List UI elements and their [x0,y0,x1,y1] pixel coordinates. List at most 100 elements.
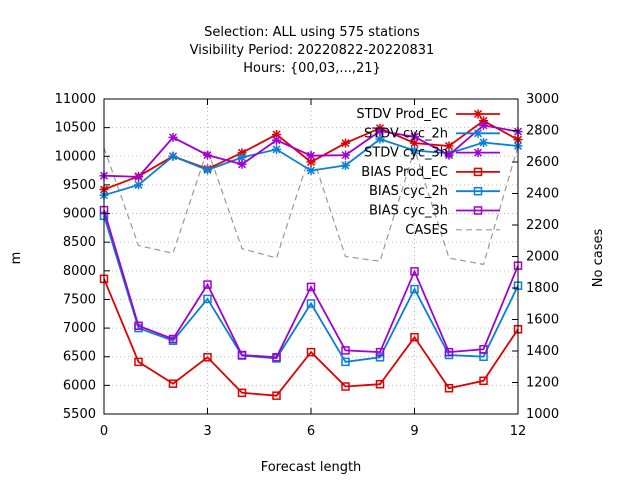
data-point-stroke [168,152,178,161]
data-point [272,144,281,154]
data-point [306,151,316,161]
data-point-stroke [168,133,178,142]
legend-marker-stroke [473,109,483,119]
data-point [410,146,419,156]
data-point [444,347,454,357]
y-tick-label: 6000 [63,378,96,393]
data-point [306,166,316,176]
y2-tick-label: 2000 [526,250,559,265]
y2-tick-label: 1800 [526,281,559,296]
x-tick-label: 3 [203,424,211,439]
legend-label: BIAS cyc_3h [369,204,448,219]
y-axis-label: m [9,252,24,265]
series-line [103,209,519,359]
data-point [203,294,212,304]
chart-title: Selection: ALL using 575 stations Visibi… [190,25,435,76]
legend-marker [473,186,483,196]
data-point [375,134,385,144]
data-point [203,280,212,289]
legend-label: STDV cyc_2h [364,126,448,141]
x-tick-label: 0 [100,424,108,439]
series-layer [99,116,523,400]
y-tick-label: 7000 [63,321,96,336]
legend-label: BIAS cyc_2h [369,184,448,199]
legend-label: STDV Prod_EC [356,107,448,122]
y2-tick-label: 2800 [526,124,559,139]
data-point [203,353,212,362]
y2-axis-label: No cases [591,229,606,288]
data-point [375,353,385,362]
data-point-stroke [306,151,316,160]
data-point [410,333,419,342]
y2-tick-label: 2600 [526,155,559,170]
y2-tick-label: 3000 [526,92,559,107]
legend-marker-stroke [473,129,483,138]
data-point [410,132,419,142]
legend-marker [473,128,483,138]
x-tick-label: 6 [307,424,315,439]
data-point [134,172,143,182]
y-tick-label: 6500 [63,350,96,365]
data-point [237,388,247,398]
data-point [306,157,316,167]
data-point [134,180,143,190]
series-cases [103,146,519,266]
data-point [410,284,419,294]
legend-item: BIAS Prod_EC [361,165,500,180]
data-point [306,347,316,357]
x-tick-label: 12 [510,424,527,439]
data-point [410,267,419,276]
data-point [272,391,281,400]
data-point-stroke [134,172,143,181]
axis-ticks: 5500 6000 6500 7000 7500 8000 8500 9000 9500 1000… [55,92,559,439]
data-point-stroke [272,136,281,145]
data-point [444,150,454,160]
legend-marker [473,109,483,119]
data-point-stroke [341,161,350,170]
series-bias-prod-ec [99,274,523,400]
y-tick-label: 10000 [55,149,96,164]
data-point [375,347,385,357]
legend-label: CASES [405,223,448,238]
y2-tick-label: 1400 [526,344,559,359]
y2-tick-label: 2400 [526,187,559,202]
data-point-stroke [479,121,488,130]
data-point-stroke [444,151,454,160]
legend-item: BIAS cyc_3h [369,204,500,219]
series-line [103,278,519,397]
data-point-stroke [479,138,488,147]
title-line-2: Visibility Period: 20220822-20220831 [190,43,435,58]
data-point [341,357,350,367]
data-point-stroke [341,151,350,160]
data-point [341,346,350,355]
data-point [479,376,488,386]
data-point [444,383,454,393]
data-point-stroke [410,146,419,155]
data-point-stroke [203,151,212,160]
data-point-stroke [306,157,316,167]
legend-label: STDV cyc_3h [364,146,448,161]
legend-marker [473,167,483,177]
y-tick-label: 10500 [55,121,96,136]
title-line-3: Hours: {00,03,...,21} [243,61,381,76]
data-point [375,379,385,389]
data-point [168,379,178,388]
data-point [479,138,488,148]
legend-item: CASES [405,223,500,238]
y-tick-label: 5500 [63,407,96,422]
legend-label: BIAS Prod_EC [361,165,448,180]
data-point [341,382,350,391]
y2-tick-label: 1000 [526,407,559,422]
data-point-stroke [410,139,419,148]
x-tick-label: 9 [410,424,418,439]
x-axis-label: Forecast length [261,460,362,475]
y-tick-label: 9500 [63,178,96,193]
data-point [375,126,385,136]
y-tick-label: 7500 [63,292,96,307]
data-point [168,151,178,161]
data-point [237,159,247,169]
data-point-stroke [306,166,316,175]
data-point-stroke [375,135,385,144]
legend-marker [473,206,483,215]
